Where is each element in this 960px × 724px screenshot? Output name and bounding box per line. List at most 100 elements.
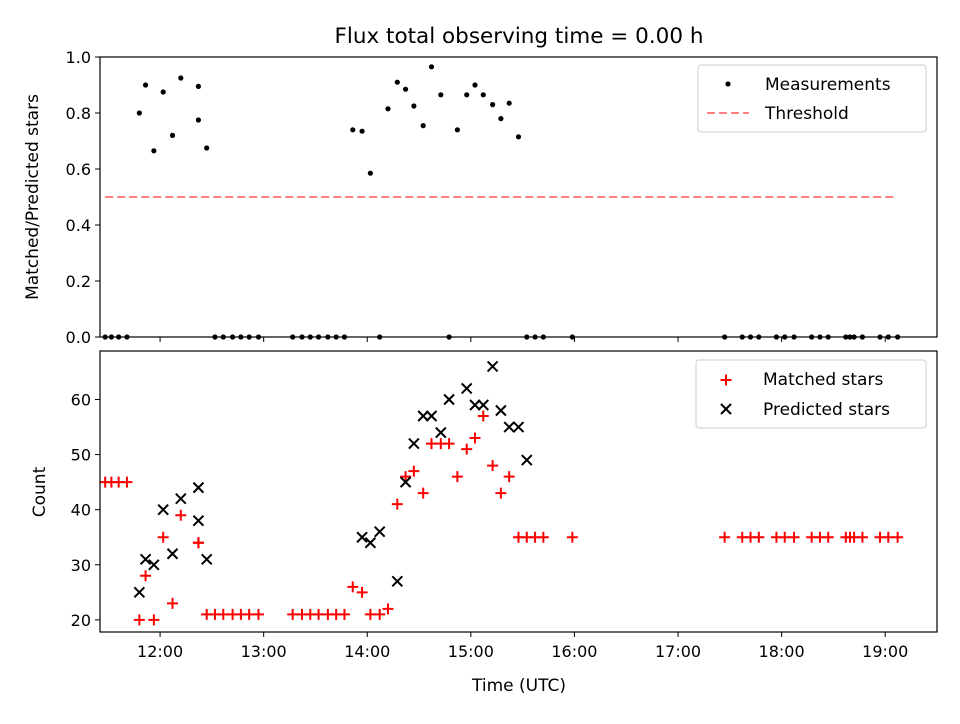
legend-threshold-label: Threshold	[764, 104, 849, 124]
bottom-x-tick-label: 16:00	[551, 642, 597, 661]
bottom-x-tick-label: 14:00	[344, 642, 390, 661]
top-y-tick-label: 0.0	[66, 328, 91, 347]
matched-star-point	[217, 608, 229, 620]
matched-star-point	[252, 608, 264, 620]
legend-predicted-label: Predicted stars	[763, 400, 890, 420]
bottom-y-tick-label: 30	[71, 556, 91, 575]
predicted-star-point	[443, 393, 455, 406]
measurement-point	[480, 92, 486, 98]
predicted-star-point	[364, 537, 377, 549]
predicted-star-point	[435, 426, 447, 439]
bottom-legend-box	[695, 359, 927, 429]
matched-star-point	[400, 471, 412, 483]
measurement-point	[438, 92, 444, 98]
bottom-y-tick-label: 50	[71, 446, 91, 465]
predicted-star-point	[460, 382, 473, 395]
top-y-tick-label: 0.2	[66, 272, 91, 291]
matched-star-point	[167, 597, 179, 609]
matched-star-point	[313, 608, 325, 620]
measurement-point	[402, 86, 409, 92]
bottom-y-axis: 20 30 40 50 60	[71, 390, 100, 630]
measurement-point	[195, 117, 202, 123]
predicted-star-point	[175, 492, 187, 505]
matched-star-point	[121, 476, 133, 488]
top-legend: Measurements Threshold	[697, 64, 927, 133]
predicted-star-point	[503, 421, 515, 433]
measurement-point	[169, 132, 176, 138]
top-y-tick-label: 0.8	[66, 104, 91, 123]
measurement-point	[204, 145, 210, 151]
legend-measurements-marker	[725, 81, 731, 87]
matched-star-point	[477, 410, 489, 422]
matched-star-point	[347, 581, 359, 593]
top-axes-frame	[99, 56, 938, 338]
matched-star-point	[148, 614, 160, 626]
matched-star-point	[425, 438, 437, 450]
top-y-axis-label: Matched/Predicted stars	[23, 94, 43, 300]
matched-star-point	[364, 608, 376, 620]
bottom-y-tick-label: 20	[71, 611, 91, 630]
matched-star-point	[243, 608, 255, 620]
predicted-star-point	[469, 399, 481, 411]
matched-star-point	[157, 531, 169, 543]
bottom-x-axis: 12:00 13:00 14:00 15:00 16:00 17:00 18:00 19:00	[137, 632, 908, 661]
bottom-panel: 20 30 40 50 60 12:00 13:00 14:00 15:00 16:00 17:0…	[30, 350, 938, 696]
legend-measurements-label: Measurements	[765, 75, 891, 95]
matched-star-point	[391, 498, 403, 510]
predicted-star-point	[399, 476, 412, 488]
matched-star-point	[451, 471, 463, 483]
legend-predicted-marker	[720, 403, 732, 415]
matched-star-point	[779, 531, 791, 543]
matched-star-point	[753, 531, 765, 543]
matched-star-point	[382, 603, 394, 615]
predicted-star-point	[521, 454, 533, 466]
predicted-star-point	[192, 481, 205, 494]
matched-star-point	[287, 608, 299, 620]
measurement-point	[160, 89, 166, 95]
matched-star-point	[856, 531, 868, 543]
matched-star-point	[788, 531, 800, 543]
measurement-point	[350, 127, 356, 133]
measurement-point	[472, 82, 478, 88]
measurement-point	[464, 92, 470, 98]
predicted-star-point	[133, 586, 146, 599]
measurement-point	[136, 110, 142, 116]
matched-star-point	[417, 487, 429, 499]
matched-star-point	[374, 608, 386, 620]
matched-star-point	[338, 608, 350, 620]
measurement-point	[142, 82, 149, 88]
predicted-star-point	[391, 575, 404, 588]
measurement-point	[420, 123, 426, 129]
predicted-star-point	[148, 559, 160, 571]
matched-star-point	[140, 570, 152, 582]
predicted-star-point	[486, 360, 499, 373]
top-y-tick-label: 0.4	[66, 216, 91, 235]
predicted-star-point	[373, 526, 386, 538]
bottom-axes-frame	[99, 350, 938, 633]
top-y-tick-label: 1.0	[66, 48, 91, 67]
measurement-point	[385, 106, 391, 112]
predicted-star-point	[495, 404, 507, 417]
measurement-point	[428, 64, 435, 70]
matched-star-point	[566, 531, 578, 543]
top-y-tick-label: 0.6	[66, 160, 91, 179]
measurement-point	[454, 127, 460, 133]
bottom-y-tick-label: 60	[71, 390, 91, 409]
measurement-point	[411, 103, 417, 109]
predicted-star-point	[425, 410, 438, 422]
bottom-y-axis-label: Count	[30, 466, 50, 517]
matched-star-point	[719, 531, 731, 543]
measurement-point	[151, 148, 157, 154]
measurement-point	[394, 79, 400, 85]
legend-matched-marker	[720, 374, 732, 386]
matched-stars-series	[99, 410, 904, 626]
predicted-star-point	[477, 399, 489, 411]
predicted-star-point	[356, 531, 368, 543]
matched-star-point	[822, 531, 834, 543]
bottom-y-tick-label: 40	[71, 501, 91, 520]
bottom-x-tick-label: 17:00	[655, 642, 701, 661]
matched-star-point	[443, 438, 455, 450]
predicted-star-point	[166, 548, 179, 560]
top-y-axis: 0.0 0.2 0.4 0.6 0.8 1.0	[66, 48, 100, 347]
bottom-x-tick-label: 15:00	[448, 642, 494, 661]
